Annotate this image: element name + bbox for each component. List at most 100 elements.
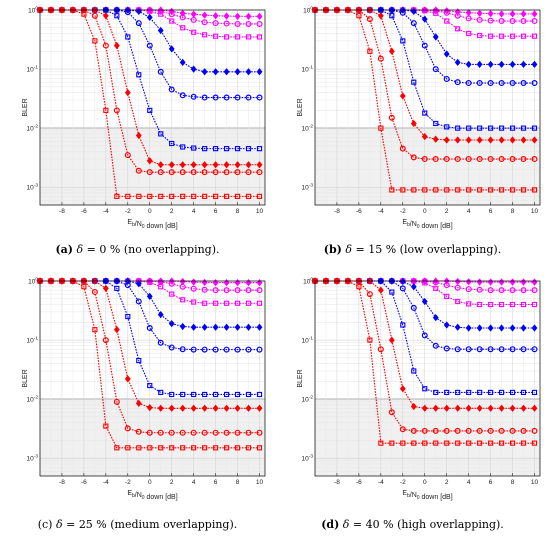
data-point [356, 13, 362, 19]
data-point [223, 391, 230, 398]
data-point [498, 440, 505, 446]
data-point [466, 440, 472, 446]
data-point [190, 285, 197, 292]
data-point [399, 426, 406, 433]
x-tick-label: -8 [59, 208, 65, 215]
data-point [256, 323, 263, 331]
data-point [399, 92, 406, 100]
data-point [465, 60, 472, 69]
data-point [498, 287, 505, 294]
caption-label: (c) [37, 518, 53, 531]
data-point [487, 324, 494, 332]
data-point [432, 404, 439, 412]
data-point [201, 169, 208, 176]
data-point [377, 286, 384, 294]
data-point [443, 427, 450, 434]
data-point [147, 445, 153, 451]
data-point [201, 404, 208, 412]
data-point [520, 60, 527, 69]
data-point [212, 429, 219, 436]
data-point [498, 187, 505, 193]
data-point [400, 322, 406, 328]
data-point [223, 146, 230, 152]
data-point [168, 45, 175, 53]
data-point [454, 156, 461, 163]
data-point [102, 12, 109, 20]
data-point [531, 18, 538, 25]
data-point [454, 79, 461, 86]
data-point [388, 336, 395, 344]
data-point [531, 136, 538, 144]
data-point [432, 342, 439, 349]
data-point [388, 409, 395, 416]
data-point [531, 156, 538, 163]
x-tick-label: 2 [170, 208, 174, 215]
data-point [356, 284, 362, 290]
data-point [488, 301, 494, 308]
data-point [81, 11, 87, 17]
y-tick-label: 10-2 [27, 395, 39, 404]
data-point [256, 404, 263, 412]
axes-frame [39, 9, 266, 206]
data-point [443, 282, 450, 289]
data-point [432, 135, 439, 143]
data-point [444, 124, 450, 130]
data-point [234, 169, 241, 176]
data-point [410, 283, 417, 291]
data-point [454, 58, 461, 66]
data-point [476, 136, 483, 144]
data-point [520, 404, 527, 412]
data-point [168, 86, 175, 93]
data-point [498, 18, 505, 25]
grid [314, 9, 540, 206]
data-point [81, 284, 87, 290]
data-point [477, 32, 483, 39]
data-point [135, 428, 142, 435]
data-point [377, 55, 384, 62]
data-point [411, 187, 417, 193]
data-point [212, 161, 219, 169]
data-point [179, 283, 186, 290]
data-point [212, 346, 219, 353]
x-tick-label: 8 [236, 208, 240, 215]
data-point [223, 287, 230, 294]
data-point [466, 389, 472, 396]
data-point [256, 20, 263, 27]
data-point [245, 287, 252, 294]
x-tick-label: -8 [59, 479, 65, 486]
data-point [422, 187, 428, 193]
data-point [245, 391, 252, 398]
panel-b: -8 -6 -4 -2 0 2 4 6 8 10 100 10-1 10-2 10-3 Eb/N0 down… [275, 0, 550, 271]
data-point [520, 156, 527, 163]
data-point [422, 110, 428, 116]
y-tick-label: 10-3 [27, 183, 39, 192]
data-point [488, 125, 494, 131]
data-point [488, 440, 494, 446]
x-tick-label: -2 [400, 479, 406, 486]
data-point [223, 300, 230, 306]
x-tick-label: 10 [256, 479, 264, 486]
data-point [234, 287, 241, 294]
data-point [476, 9, 483, 17]
data-point [223, 429, 230, 436]
data-point [444, 18, 450, 24]
data-point [180, 25, 186, 31]
data-point [498, 136, 505, 144]
data-point [168, 404, 175, 412]
data-point [421, 42, 428, 49]
data-point [520, 80, 527, 87]
data-point [169, 18, 175, 24]
data-point [190, 169, 197, 176]
data-point [366, 16, 373, 23]
data-point [234, 12, 241, 21]
data-point [520, 136, 527, 144]
data-point [389, 13, 395, 19]
data-point [498, 301, 505, 308]
data-point [124, 375, 131, 383]
data-point [433, 440, 439, 446]
data-point [256, 68, 263, 76]
data-point [223, 346, 230, 353]
data-point [465, 80, 472, 87]
data-point [256, 445, 263, 451]
data-point [256, 346, 263, 353]
